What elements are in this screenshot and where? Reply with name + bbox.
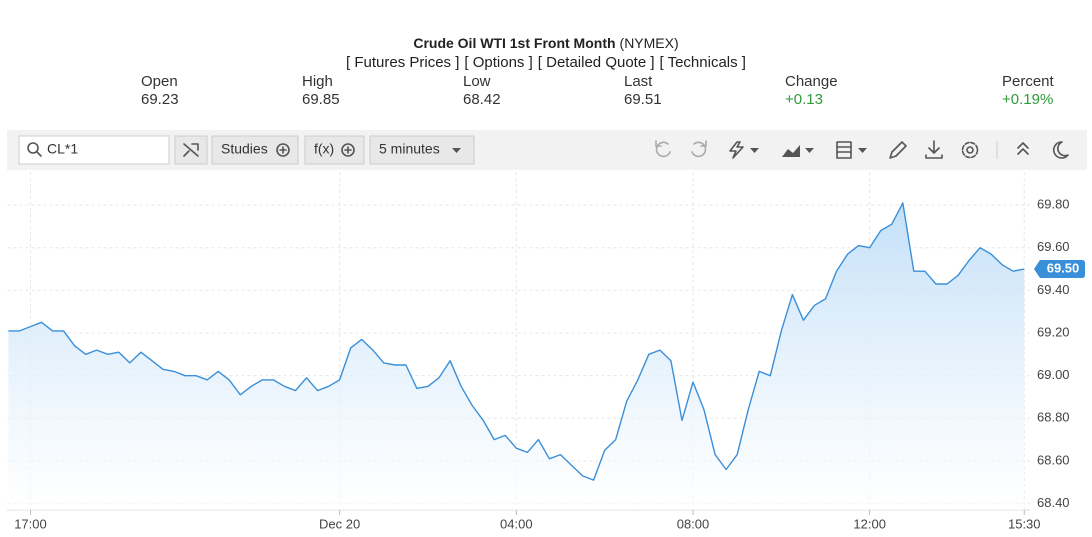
quote-label: Low — [463, 73, 491, 90]
quote-value: 69.23 — [141, 91, 179, 108]
last-label: 69.50 — [1047, 260, 1080, 275]
y-tick-label: 69.20 — [1037, 324, 1070, 339]
dropdown-arrow — [805, 148, 814, 153]
compare-icon — [183, 143, 199, 157]
symbol: CL*1 — [47, 141, 78, 157]
y-tick-label: 69.40 — [1037, 282, 1070, 297]
quote-value: +0.19% — [1002, 91, 1053, 108]
plus-icon — [276, 143, 290, 157]
draw-icon[interactable] — [889, 141, 907, 159]
plus-icon — [344, 146, 352, 154]
link[interactable]: [ Technicals ] — [660, 54, 746, 71]
links: [ Futures Prices ] [ Options ] [ Detailed … — [346, 54, 746, 71]
settings-icon[interactable] — [966, 146, 974, 154]
x-tick-label: 04:00 — [500, 516, 533, 531]
quote-label: High — [302, 73, 333, 90]
plus-icon — [341, 143, 355, 157]
symbol-input[interactable] — [18, 135, 170, 165]
exchange: (NYMEX) — [620, 35, 679, 51]
events-icon[interactable] — [729, 141, 744, 159]
theme-icon[interactable] — [1053, 141, 1069, 159]
y-tick-label: 69.80 — [1037, 196, 1070, 211]
fx: f(x) — [314, 141, 334, 157]
plus-icon — [279, 146, 287, 154]
last-tag — [1034, 260, 1085, 279]
y-tick-label: 69.60 — [1037, 239, 1070, 254]
toolbar: CL*1 Studies f(x) 5 minutes — [7, 130, 1087, 170]
title-line: Crude Oil WTI 1st Front Month (NYMEX) — [413, 35, 678, 51]
quote-label: Last — [624, 73, 653, 90]
quote-value: 68.42 — [463, 91, 501, 108]
x-tick-label: Dec 20 — [319, 516, 360, 531]
quote-value: +0.13 — [785, 91, 823, 108]
x-tick-label: 12:00 — [853, 516, 886, 531]
x-tick-label: 08:00 — [677, 516, 710, 531]
quote-value: 69.51 — [624, 91, 662, 108]
links-line: [ Futures Prices ] [ Options ] [ Detailed … — [346, 54, 746, 71]
y-tick-label: 68.40 — [1037, 495, 1070, 510]
dropdown-arrow — [858, 148, 867, 153]
search-icon — [36, 151, 42, 157]
title: Crude Oil WTI 1st Front Month — [413, 35, 615, 51]
y-tick-label: 68.80 — [1037, 410, 1070, 425]
studies: Studies — [221, 141, 268, 157]
quote-label: Open — [141, 73, 178, 90]
quote-label: Percent — [1002, 73, 1055, 90]
dropdown-arrow — [452, 148, 461, 153]
link[interactable]: [ Options ] — [464, 54, 532, 71]
search-icon — [27, 142, 39, 154]
price-line — [8, 202, 1025, 481]
undo-icon[interactable] — [655, 140, 671, 158]
plot: 68.40 68.60 68.80 69.00 69.20 69.40 69.60 69.80… — [7, 172, 1085, 531]
quote-value: 69.85 — [302, 91, 340, 108]
link[interactable]: [ Detailed Quote ] — [538, 54, 655, 71]
y-tick-label: 69.00 — [1037, 367, 1070, 382]
x-tick-label: 17:00 — [14, 516, 47, 531]
dropdown-arrow — [750, 148, 759, 153]
area — [8, 202, 1025, 510]
redo-icon[interactable] — [691, 140, 707, 158]
download-icon[interactable] — [925, 140, 943, 159]
collapse-icon[interactable] — [1017, 142, 1029, 155]
layout-icon[interactable] — [836, 141, 852, 159]
y-tick-label: 68.60 — [1037, 452, 1070, 467]
settings-icon — [961, 141, 979, 159]
quote-label: Change — [785, 73, 838, 90]
link[interactable]: [ Futures Prices ] — [346, 54, 459, 71]
interval: 5 minutes — [379, 141, 440, 157]
x-tick-label: 15:30 — [1008, 516, 1041, 531]
chart-type-icon[interactable] — [782, 145, 800, 157]
